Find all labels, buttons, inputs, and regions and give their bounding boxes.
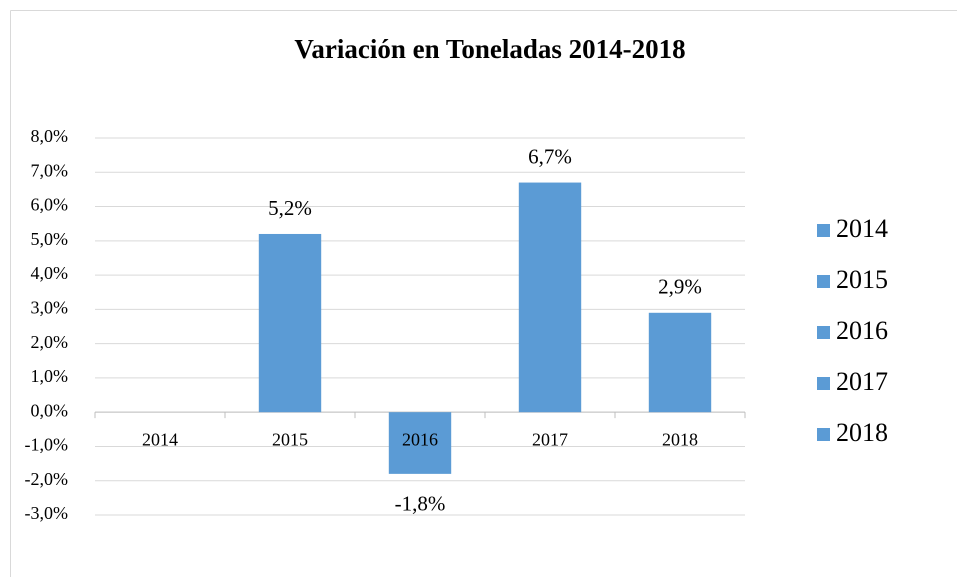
x-tick-label: 2018 xyxy=(662,429,698,449)
y-tick-label: 2,0% xyxy=(31,332,69,352)
data-label: 6,7% xyxy=(528,144,572,168)
legend-label: 2018 xyxy=(836,418,888,447)
chart-title: Variación en Toneladas 2014-2018 xyxy=(294,34,685,64)
data-label: 2,9% xyxy=(658,275,702,299)
y-tick-label: 0,0% xyxy=(31,400,69,420)
legend-label: 2015 xyxy=(836,265,888,294)
plot-area: -3,0% -2,0% -1,0% 0,0% 1,0% 2,0% 3,0% 4,0% 5,0% 6… xyxy=(25,126,889,523)
legend-label: 2014 xyxy=(836,214,888,243)
legend-swatch xyxy=(817,275,830,288)
x-tick-label: 2016 xyxy=(402,429,438,449)
legend-swatch xyxy=(817,224,830,237)
y-tick-label: -3,0% xyxy=(25,503,69,523)
bar xyxy=(258,233,322,413)
data-label: -1,8% xyxy=(395,492,446,516)
y-tick-label: 7,0% xyxy=(31,160,69,180)
y-tick-label: 3,0% xyxy=(31,297,69,317)
legend-swatch xyxy=(817,428,830,441)
legend-swatch xyxy=(817,326,830,339)
data-label: 5,2% xyxy=(268,196,312,220)
y-tick-label: 8,0% xyxy=(31,126,69,146)
legend-label: 2016 xyxy=(836,316,888,345)
y-tick-label: 6,0% xyxy=(31,195,69,215)
y-tick-label: -2,0% xyxy=(25,469,69,489)
bar xyxy=(388,412,452,474)
y-tick-label: -1,0% xyxy=(25,435,69,455)
bar xyxy=(518,182,582,413)
x-tick-label: 2015 xyxy=(272,429,308,449)
legend-label: 2017 xyxy=(836,367,888,396)
x-tick-label: 2017 xyxy=(532,429,568,449)
y-tick-label: 1,0% xyxy=(31,366,69,386)
x-tick-label: 2014 xyxy=(142,429,178,449)
y-tick-label: 5,0% xyxy=(31,229,69,249)
bar xyxy=(648,312,712,413)
y-tick-label: 4,0% xyxy=(31,263,69,283)
legend-swatch xyxy=(817,377,830,390)
